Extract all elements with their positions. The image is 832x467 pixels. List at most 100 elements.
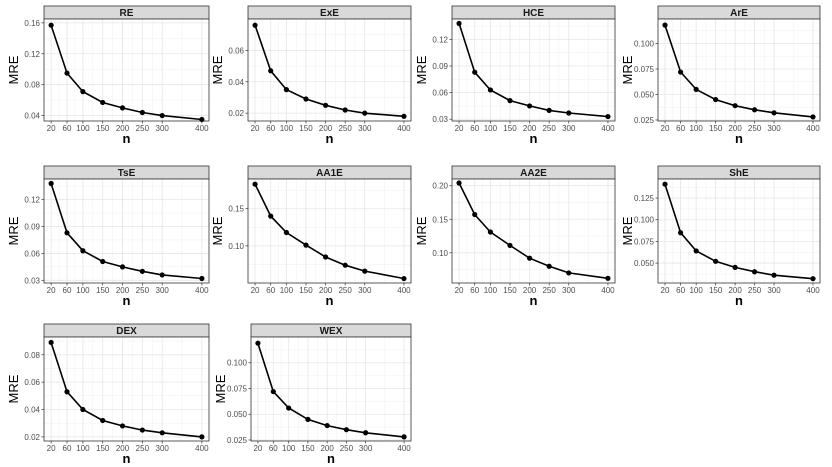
x-axis-title: n: [123, 293, 131, 308]
x-tick-label: 20: [661, 124, 670, 133]
x-tick-label: 250: [542, 124, 556, 133]
facet-strip-title: RE: [120, 8, 134, 19]
y-tick-label: 0.12: [432, 35, 448, 44]
data-point: [362, 110, 368, 116]
data-point: [456, 20, 462, 27]
facet-strip-title: DEX: [116, 326, 137, 337]
plot-area: [452, 19, 615, 121]
data-point: [677, 230, 684, 236]
data-point: [322, 102, 329, 108]
x-tick-label: 20: [253, 444, 262, 453]
x-tick-label: 200: [523, 286, 537, 295]
y-tick-label: 0.02: [228, 109, 244, 118]
y-tick-label: 0.03: [432, 115, 448, 124]
data-point: [100, 417, 106, 424]
x-tick-label: 250: [338, 286, 352, 295]
facet-panel-tse: TsE 20 60 100 150 200 250 300 400 0.03 0.06 0.09 0.1…: [6, 165, 210, 308]
x-tick-label: 200: [728, 286, 742, 295]
x-tick-label: 100: [280, 286, 294, 295]
x-tick-label: 60: [266, 124, 275, 133]
x-tick-label: 200: [523, 124, 537, 133]
y-tick-label: 0.050: [634, 259, 655, 268]
x-tick-label: 60: [470, 286, 479, 295]
data-point: [48, 22, 54, 28]
data-point: [713, 96, 719, 103]
y-axis-title: MRE: [620, 216, 635, 245]
facet-strip-title: WEX: [320, 326, 343, 337]
y-tick-label: 0.15: [432, 215, 448, 224]
panel-border: [247, 178, 412, 284]
data-point: [810, 114, 816, 120]
data-point: [343, 427, 349, 433]
panel-border: [43, 178, 210, 284]
data-point: [472, 69, 478, 75]
x-tick-label: 250: [748, 286, 762, 295]
data-point: [305, 416, 311, 422]
facet-panel-wex: WEX 20 60 100 150 200 250 300 400 0.025 0.050 0.075…: [213, 323, 412, 466]
y-tick-label: 0.06: [432, 89, 448, 98]
panel-border: [250, 336, 412, 442]
plot-area: [658, 19, 820, 121]
data-point: [119, 105, 126, 111]
data-point: [199, 275, 205, 282]
data-point: [270, 388, 276, 395]
y-tick-label: 0.08: [24, 351, 40, 360]
x-tick-label: 250: [340, 444, 354, 453]
x-tick-label: 60: [676, 124, 685, 133]
x-tick-label: 300: [767, 286, 781, 295]
x-axis-title: n: [735, 293, 743, 308]
x-tick-label: 400: [397, 124, 411, 133]
y-tick-label: 0.06: [228, 46, 244, 55]
x-tick-label: 400: [195, 286, 209, 295]
x-tick-label: 150: [96, 444, 110, 453]
facet-panel-aa2e: AA2E 20 60 100 150 200 250 300 400 0.10 0.15 0.20 n M…: [414, 165, 616, 308]
y-tick-label: 0.025: [227, 436, 248, 445]
x-tick-label: 300: [156, 286, 170, 295]
x-tick-label: 60: [266, 286, 275, 295]
x-tick-label: 300: [562, 124, 576, 133]
y-tick-label: 0.06: [24, 249, 40, 258]
data-point: [268, 213, 274, 219]
x-tick-label: 20: [251, 124, 260, 133]
x-tick-label: 250: [136, 286, 150, 295]
panel-border: [43, 336, 210, 442]
data-point: [48, 339, 54, 346]
x-tick-label: 400: [601, 286, 615, 295]
facet-panel-aa1e: AA1E 20 60 100 150 200 250 300 400 0.10 0.15 n MRE: [210, 165, 412, 308]
x-tick-label: 20: [47, 286, 56, 295]
data-point: [159, 430, 165, 436]
panel-border: [43, 18, 210, 122]
data-point: [199, 434, 205, 440]
data-point: [64, 70, 70, 76]
data-point: [303, 242, 309, 248]
x-tick-label: 100: [76, 124, 90, 133]
data-point: [605, 113, 611, 120]
series-line: [50, 342, 202, 438]
data-point: [732, 103, 738, 109]
data-point: [255, 340, 261, 346]
data-point: [100, 258, 106, 265]
x-tick-label: 60: [63, 124, 72, 133]
y-axis-title: MRE: [210, 55, 225, 84]
x-tick-label: 200: [116, 124, 130, 133]
y-tick-label: 0.20: [432, 182, 448, 191]
y-tick-label: 0.050: [634, 90, 655, 99]
data-point: [119, 264, 126, 270]
y-tick-label: 0.12: [24, 50, 40, 59]
y-tick-label: 0.09: [432, 62, 448, 71]
y-tick-label: 0.03: [24, 276, 40, 285]
data-point: [810, 276, 816, 282]
data-point: [363, 430, 369, 436]
x-tick-label: 200: [319, 124, 333, 133]
data-point: [546, 107, 552, 113]
y-tick-label: 0.100: [227, 359, 248, 368]
data-point: [80, 89, 86, 95]
data-point: [303, 96, 309, 102]
x-tick-label: 200: [116, 286, 130, 295]
data-point: [456, 180, 462, 186]
plot-area: [44, 179, 209, 283]
facet-strip-title: AA1E: [316, 168, 343, 179]
y-tick-label: 0.08: [24, 81, 40, 90]
x-tick-label: 60: [676, 286, 685, 295]
data-point: [732, 264, 738, 270]
